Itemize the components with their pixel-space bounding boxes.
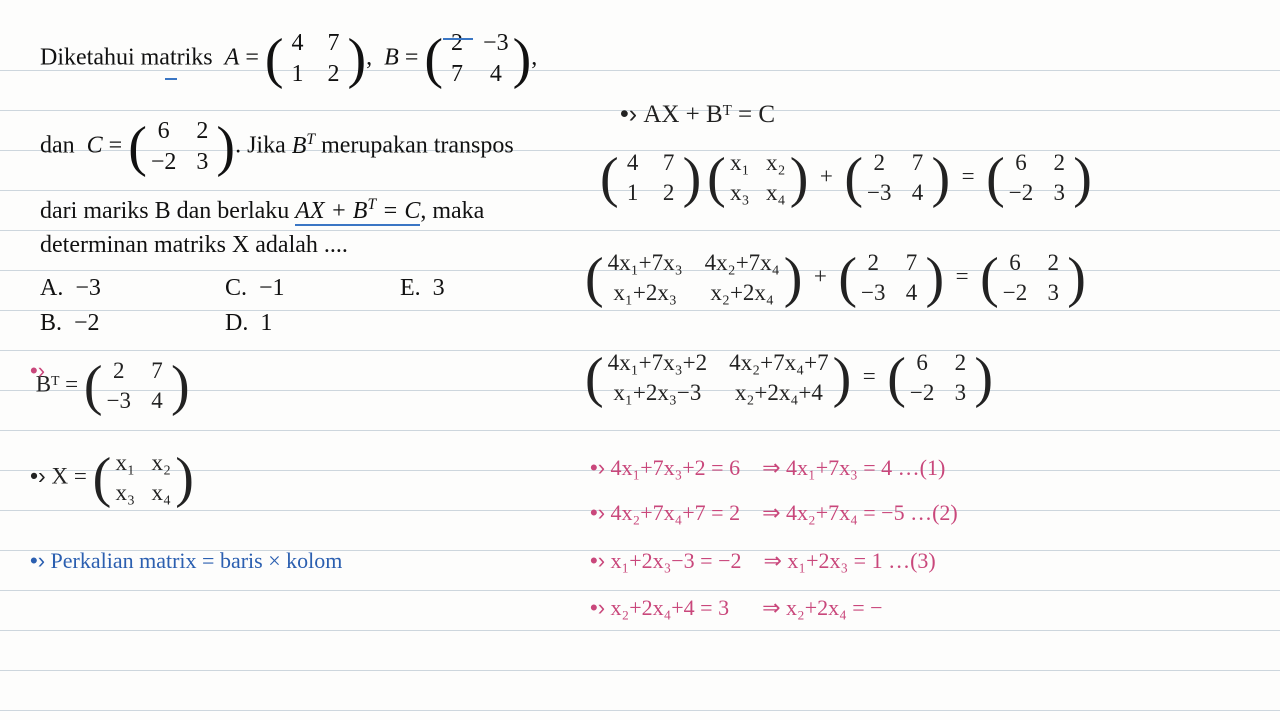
hand-matrix-x: ( x₁x₂ x₃x₄ ) xyxy=(93,450,194,506)
r2-m2: ( 27 −34 ) xyxy=(838,250,944,306)
bullet-icon: •› xyxy=(30,462,46,488)
hand-x: •› X = ( x₁x₂ x₃x₄ ) xyxy=(30,450,194,506)
bullet-icon: •› xyxy=(620,100,637,128)
problem-line4: determinan matriks X adalah .... xyxy=(40,232,348,259)
r1-m3: ( 27 −34 ) xyxy=(844,150,950,206)
var-C: C xyxy=(87,133,103,159)
r2-m1: ( 4x₁+7x₃4x₂+7x₄ x₁+2x₃x₂+2x₄ ) xyxy=(585,250,802,306)
problem-line3: dari mariks B dan berlaku AX + BT = C, m… xyxy=(40,196,484,225)
problem-line2: dan C = ( 62 −23 ) . Jika BT merupakan t… xyxy=(40,118,514,176)
option-e: E. 3 xyxy=(400,275,445,302)
option-b: B. −2 xyxy=(40,310,100,337)
text-diketahui: Diketahui matriks xyxy=(40,45,213,71)
hand-bt: •› Bᵀ = ( 27 −34 ) xyxy=(30,358,190,414)
bullet-icon: •› xyxy=(590,500,605,525)
bullet-icon: •› xyxy=(590,455,605,480)
r1-m4: ( 62 −23 ) xyxy=(986,150,1092,206)
bullet-icon: •› xyxy=(590,595,605,620)
hand-matrix-bt: ( 27 −34 ) xyxy=(84,358,190,414)
hand-row2: ( 4x₁+7x₃4x₂+7x₄ x₁+2x₃x₂+2x₄ ) + ( 27 −… xyxy=(585,250,1086,306)
matrix-C: ( 62 −23 ) xyxy=(128,118,235,176)
option-d: D. 1 xyxy=(225,310,272,337)
var-B: B xyxy=(384,45,399,71)
hand-eq3: •› x₁+2x₃−3 = −2 ⇒ x₁+2x₃ = 1 …(3) xyxy=(590,548,936,574)
matrix-B: ( 2−3 74 ) xyxy=(424,30,531,88)
matrix-A: ( 47 12 ) xyxy=(265,30,366,88)
r2-m3: ( 62 −23 ) xyxy=(980,250,1086,306)
hand-note-perkalian: •› Perkalian matrix = baris × kolom xyxy=(30,548,342,574)
var-BT: BT xyxy=(292,133,315,159)
text-dan: dan xyxy=(40,133,75,159)
var-A: A xyxy=(225,45,240,71)
bullet-icon: •› xyxy=(30,358,45,384)
hand-row3: ( 4x₁+7x₃+24x₂+7x₄+7 x₁+2x₃−3x₂+2x₄+4 ) … xyxy=(585,350,993,406)
underline-mark xyxy=(165,78,177,80)
bullet-icon: •› xyxy=(30,548,45,573)
r3-m2: ( 62 −23 ) xyxy=(887,350,993,406)
hand-eq-top: •› AX + Bᵀ = C xyxy=(620,100,775,129)
r1-m2: ( x₁x₂ x₃x₄ ) xyxy=(707,150,808,206)
hand-eq4: •› x₂+2x₄+4 = 3 ⇒ x₂+2x₄ = − xyxy=(590,595,883,621)
r3-m1: ( 4x₁+7x₃+24x₂+7x₄+7 x₁+2x₃−3x₂+2x₄+4 ) xyxy=(585,350,851,406)
equation-AX-BT-C: AX + BT = C xyxy=(295,198,420,226)
hand-row1: ( 47 12 ) ( x₁x₂ x₃x₄ ) + ( 27 −34 ) = (… xyxy=(600,150,1092,206)
hand-eq1: •› 4x₁+7x₃+2 = 6 ⇒ 4x₁+7x₃ = 4 …(1) xyxy=(590,455,945,481)
bullet-icon: •› xyxy=(590,548,605,573)
hand-eq2: •› 4x₂+7x₄+7 = 2 ⇒ 4x₂+7x₄ = −5 …(2) xyxy=(590,500,958,526)
r1-m1: ( 47 12 ) xyxy=(600,150,701,206)
option-a: A. −3 xyxy=(40,275,101,302)
underline-mark xyxy=(443,38,473,40)
option-c: C. −1 xyxy=(225,275,285,302)
